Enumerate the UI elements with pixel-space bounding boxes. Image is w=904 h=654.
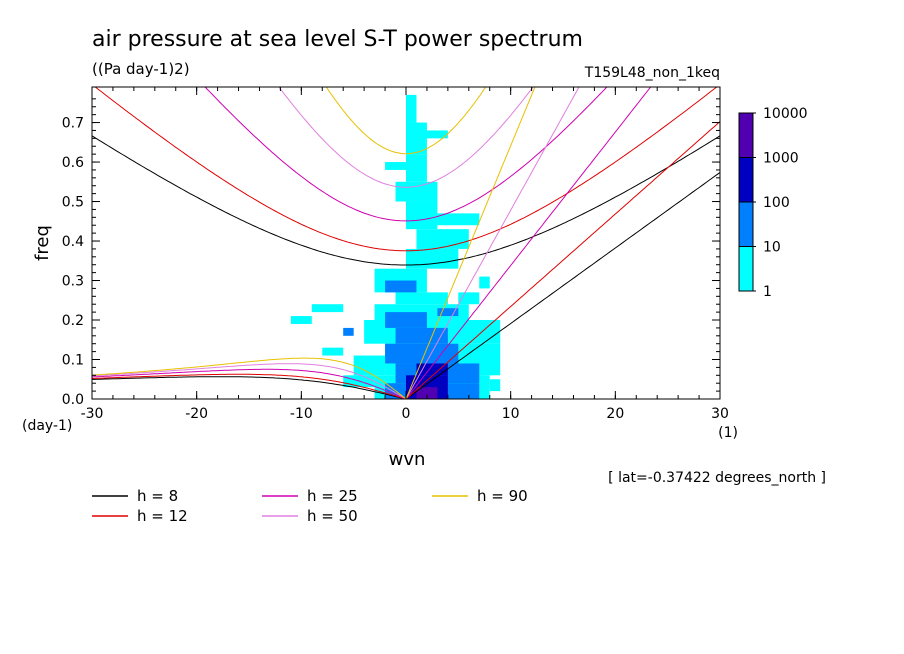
y-tick-label: 0.6	[62, 155, 84, 171]
colorbar-label: 1000	[763, 151, 799, 167]
y-tick-label: 0.0	[62, 392, 84, 408]
heatmap-cell	[437, 213, 480, 226]
run-label: T159L48_non_1keq	[584, 65, 720, 81]
heatmap-cell	[437, 308, 459, 317]
heatmap-cell	[311, 304, 344, 313]
dispersion-curve-gravity	[94, 87, 718, 252]
heatmap-cell	[406, 154, 427, 182]
dispersion-curve-rossby	[92, 376, 407, 399]
colorbar-label: 10	[763, 240, 781, 256]
heatmap-cell	[385, 312, 427, 328]
x-tick-label: 0	[402, 406, 411, 422]
x-tick-label: 30	[711, 406, 729, 422]
heatmap-cell	[406, 94, 417, 123]
chart-title: air pressure at sea level S-T power spec…	[92, 27, 583, 52]
heatmap-cell	[395, 292, 448, 305]
dispersion-curve-kelvin	[405, 87, 652, 399]
dispersion-curve-gravity	[278, 87, 534, 188]
heatmap-cell	[353, 355, 386, 376]
heatmap-cell	[458, 292, 480, 305]
heatmap-cell	[322, 347, 344, 356]
y-tick-label: 0.3	[62, 274, 84, 290]
x-axis-unit: (1)	[718, 425, 738, 441]
y-tick-label: 0.1	[62, 353, 84, 369]
heatmap-cell	[385, 343, 459, 364]
spectrum-heatmap	[290, 94, 501, 399]
heatmap-cell	[416, 229, 469, 249]
latitude-footnote: [ lat=-0.37422 degrees_north ]	[608, 470, 826, 486]
dispersion-curve-rossby	[92, 373, 407, 399]
heatmap-cell	[416, 387, 438, 399]
y-tick-label: 0.4	[62, 234, 84, 250]
heatmap-cell	[416, 130, 448, 139]
x-tick-label: 20	[606, 406, 624, 422]
colorbar-swatch	[739, 157, 753, 202]
y-axis-label: freq	[32, 225, 53, 261]
dispersion-curve-rossby	[92, 363, 407, 399]
x-tick-label: -10	[290, 406, 313, 422]
colorbar-swatch	[739, 202, 753, 247]
dispersion-curves	[92, 87, 720, 399]
y-tick-label: 0.7	[62, 116, 84, 132]
dispersion-curve-kelvin	[405, 87, 536, 399]
heatmap-cell	[395, 181, 438, 202]
heatmap-cell	[489, 379, 501, 392]
legend-label: h = 12	[137, 507, 188, 525]
heatmap-cell	[416, 363, 448, 376]
y-tick-label: 0.2	[62, 313, 84, 329]
colorbar-label: 1	[763, 284, 772, 300]
heatmap-cell	[290, 316, 312, 324]
x-tick-label: -30	[81, 406, 104, 422]
dispersion-curve-gravity	[204, 87, 608, 222]
colorbar-swatch	[739, 113, 753, 158]
x-tick-label: -20	[185, 406, 208, 422]
y-axis-unit: (day-1)	[22, 418, 72, 434]
x-axis-label: wvn	[389, 449, 426, 470]
dispersion-curve-rossby	[92, 357, 407, 399]
heatmap-cell	[385, 280, 417, 293]
heatmap-cell	[385, 162, 406, 170]
dispersion-curve-kelvin	[405, 121, 720, 399]
x-tick-label: 10	[502, 406, 520, 422]
legend-label: h = 8	[137, 487, 178, 505]
colorbar-label: 100	[763, 195, 790, 211]
legend-label: h = 50	[307, 507, 358, 525]
colorbar: 1 10 100 1000 10000	[738, 106, 808, 300]
heatmap-cell	[343, 327, 354, 336]
dispersion-curve-rossby	[92, 368, 407, 399]
chart-subtitle: ((Pa day-1)2)	[92, 60, 190, 78]
y-tick-label: 0.5	[62, 195, 84, 211]
heatmap-cell	[395, 327, 448, 344]
dispersion-curve-kelvin	[405, 172, 720, 399]
legend: h = 8 h = 12 h = 25 h = 50 h = 90	[92, 487, 528, 525]
axes: -30 -20 -10 0 10 20 30 0.0 0.1 0.2 0.3 0.4 0.5 0.6 0.7	[62, 87, 729, 422]
dispersion-curve-gravity	[325, 87, 487, 155]
colorbar-swatch	[739, 246, 753, 291]
dispersion-curve-gravity	[92, 135, 720, 266]
heatmap-cell	[406, 248, 459, 269]
dispersion-curve-kelvin	[405, 87, 580, 399]
heatmap-cell	[406, 201, 438, 230]
legend-label: h = 25	[307, 487, 358, 505]
heatmap-cell	[479, 276, 490, 289]
colorbar-label: 10000	[763, 106, 808, 122]
legend-label: h = 90	[477, 487, 528, 505]
